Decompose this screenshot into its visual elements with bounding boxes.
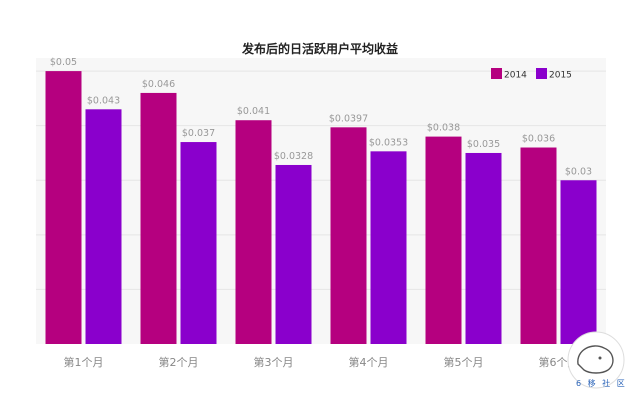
x-tick-label: 第1个月 (64, 355, 104, 369)
data-label: $0.041 (237, 106, 270, 117)
x-tick-labels: 第1个月 第2个月 第3个月 第4个月 第5个月 第6个月 (64, 355, 579, 369)
bar-2015-2 (180, 142, 217, 344)
data-label: $0.0397 (329, 113, 368, 124)
data-label: $0.038 (427, 123, 460, 134)
bar-2015-3 (275, 164, 312, 344)
data-label: $0.0353 (369, 137, 408, 148)
x-tick-label: 第5个月 (444, 355, 484, 369)
bar-2015-6 (560, 180, 597, 344)
x-tick-label: 第2个月 (159, 355, 199, 369)
data-label: $0.037 (182, 128, 215, 139)
data-label: $0.046 (142, 79, 175, 90)
plot-area (36, 58, 606, 344)
bars (45, 71, 597, 344)
legend-label: 2014 (504, 71, 527, 81)
data-label: $0.0328 (274, 151, 313, 162)
bar-2014-6 (520, 147, 557, 344)
x-tick-label: 第4个月 (349, 355, 389, 369)
legend: 2014 2015 (491, 68, 572, 81)
bar-2015-4 (370, 151, 407, 344)
bar-2014-3 (235, 120, 272, 344)
bar-2014-2 (140, 92, 177, 344)
value-labels: $0.05 $0.043 $0.046 $0.037 $0.041 $0.0328 $0.0… (50, 57, 592, 177)
x-tick-label: 第3个月 (254, 355, 294, 369)
legend-swatch-2015 (536, 68, 547, 79)
data-label: $0.035 (467, 139, 500, 150)
watermark-text: 6 移 社 区 (576, 379, 627, 388)
legend-swatch-2014 (491, 68, 502, 79)
data-label: $0.043 (87, 95, 120, 106)
bar-2014-5 (425, 136, 462, 344)
bar-2015-1 (85, 109, 122, 344)
bar-2015-5 (465, 152, 502, 344)
gridlines (36, 70, 606, 290)
chart-title: 发布后的日活跃用户平均收益 (241, 41, 398, 56)
legend-label: 2015 (549, 71, 572, 81)
bar-2014-4 (330, 127, 367, 344)
data-label: $0.05 (50, 57, 77, 68)
watermark-logo (567, 331, 625, 389)
data-label: $0.03 (565, 166, 592, 177)
data-label: $0.036 (522, 134, 555, 145)
bar-2014-1 (45, 71, 82, 344)
